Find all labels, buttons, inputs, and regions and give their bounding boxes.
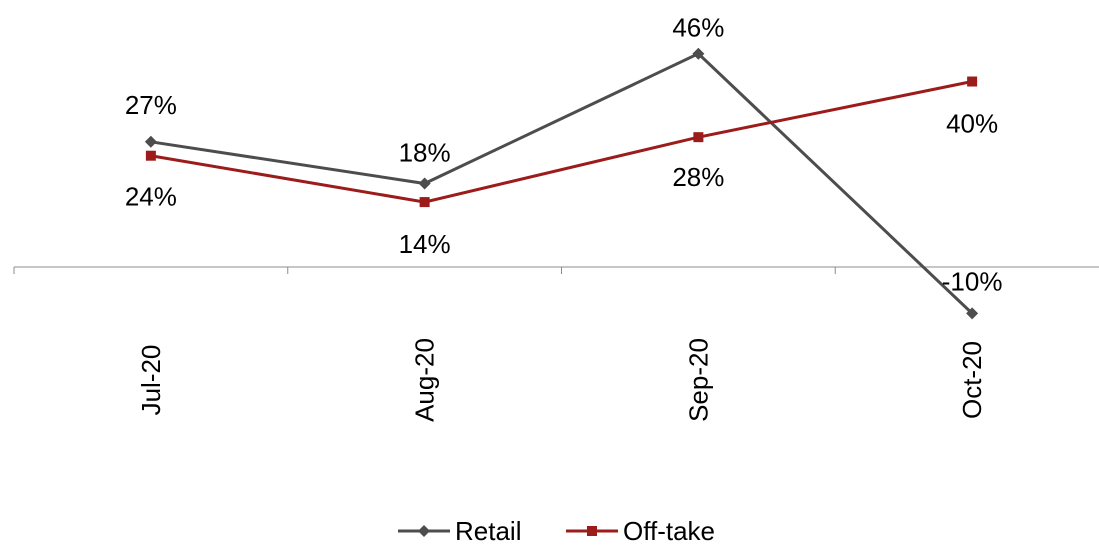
data-point-marker xyxy=(692,47,705,60)
legend-label: Off-take xyxy=(623,516,715,546)
series-line-off-take xyxy=(150,80,973,204)
data-point-marker xyxy=(966,307,979,320)
data-point-marker xyxy=(967,76,978,87)
x-tick-label: Aug-20 xyxy=(410,338,440,422)
data-label: -10% xyxy=(942,266,1003,296)
data-label: 28% xyxy=(672,162,724,192)
series-line-retail xyxy=(150,51,974,315)
data-point-marker xyxy=(144,135,157,148)
data-label: 46% xyxy=(672,13,724,43)
data-label: 27% xyxy=(125,90,177,120)
data-label: 14% xyxy=(399,229,451,259)
data-label: 18% xyxy=(399,138,451,168)
series-layer xyxy=(144,47,979,320)
legend: Retail Off-take xyxy=(398,516,715,546)
legend-label: Retail xyxy=(455,516,521,546)
x-tick-label: Jul-20 xyxy=(136,345,166,416)
data-label: 40% xyxy=(946,109,998,139)
data-point-marker xyxy=(419,197,430,208)
category-axis: Jul-20 Aug-20 Sep-20 Oct-20 xyxy=(13,266,1099,422)
x-tick-label: Sep-20 xyxy=(683,338,713,422)
data-label: 24% xyxy=(125,182,177,212)
legend-marker xyxy=(418,525,430,537)
legend-marker xyxy=(587,526,597,536)
data-point-marker xyxy=(693,132,704,143)
data-labels: 27% 18% 46% -10% 24% 14% 28% 40% xyxy=(125,13,1003,297)
data-point-marker xyxy=(145,150,156,161)
data-point-marker xyxy=(418,177,431,190)
x-tick-label: Oct-20 xyxy=(957,341,987,419)
